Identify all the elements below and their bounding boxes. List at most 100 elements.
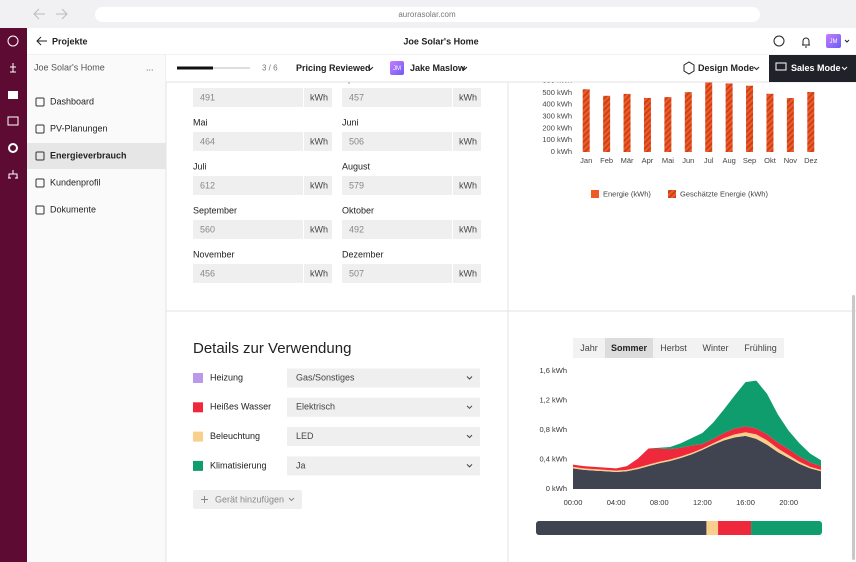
bar xyxy=(623,93,631,152)
tab[interactable]: Sommer xyxy=(611,343,648,353)
tab[interactable]: Jahr xyxy=(580,343,598,353)
nav: Dashboard PV-Planungen Energieverbrauch Kun… xyxy=(27,96,166,215)
input[interactable] xyxy=(342,264,452,283)
y-tick-label: 0 kWh xyxy=(546,484,567,493)
nav-icon xyxy=(35,97,45,107)
user-dropdown[interactable]: Jake Maslow xyxy=(410,63,466,73)
x-tick-label: Okt xyxy=(764,156,777,165)
input-value: 464 xyxy=(200,136,215,146)
input[interactable] xyxy=(193,176,303,195)
input-value: 507 xyxy=(349,268,364,278)
rail-icon[interactable] xyxy=(8,143,18,153)
unit: kWh xyxy=(459,268,477,278)
bar xyxy=(725,83,733,152)
x-tick-label: Aug xyxy=(722,156,735,165)
input[interactable] xyxy=(342,220,452,239)
back-link[interactable]: Projekte xyxy=(52,36,88,46)
rail-icon[interactable] xyxy=(7,116,19,126)
dropdown-value: Ja xyxy=(296,460,306,470)
nav-item[interactable]: PV-Planungen xyxy=(50,123,108,133)
rail-icon[interactable] xyxy=(10,63,16,73)
y-tick-label: 0,8 kWh xyxy=(539,425,567,434)
nav-item[interactable]: Dokumente xyxy=(50,204,96,214)
sales-mode-button[interactable] xyxy=(769,55,856,82)
unit-box xyxy=(453,176,481,195)
input-value: 612 xyxy=(200,180,215,190)
nav-icon xyxy=(35,178,45,188)
back-arrow[interactable] xyxy=(36,36,47,46)
field-label: Mai xyxy=(193,117,208,127)
swatch xyxy=(193,431,203,442)
input-value: 579 xyxy=(349,180,364,190)
x-tick-label: Sep xyxy=(743,156,756,165)
nav-icon xyxy=(35,151,45,161)
design-mode[interactable]: Design Mode xyxy=(698,63,754,73)
sidebar-menu[interactable]: ... xyxy=(146,62,154,72)
area xyxy=(573,426,821,471)
x-tick-label: Mär xyxy=(621,156,634,165)
x-tick-label: Dez xyxy=(804,156,818,165)
chevron xyxy=(753,66,760,71)
nav-icon xyxy=(35,205,45,215)
chevron xyxy=(466,405,473,410)
input[interactable] xyxy=(342,88,452,107)
share-segment xyxy=(751,521,822,535)
nav-item[interactable]: Dashboard xyxy=(50,96,94,106)
y-tick-label: 0 kWh xyxy=(551,147,572,156)
swatch xyxy=(193,402,203,413)
legend-swatch xyxy=(591,190,599,198)
rail-icon[interactable] xyxy=(8,170,18,179)
dropdown-value: LED xyxy=(296,431,314,441)
dropdown[interactable] xyxy=(287,397,480,417)
bar xyxy=(582,89,590,152)
nav-item[interactable]: Kundenprofil xyxy=(50,177,101,187)
input[interactable] xyxy=(342,132,452,151)
sales-mode: Sales Mode xyxy=(791,63,841,73)
back-button[interactable] xyxy=(33,8,45,20)
add-button[interactable] xyxy=(193,490,302,509)
url-bar[interactable] xyxy=(95,7,760,22)
input[interactable] xyxy=(342,176,452,195)
status-dropdown[interactable]: Pricing Reviewed xyxy=(296,63,371,73)
bar xyxy=(746,85,754,152)
chevron xyxy=(844,39,850,43)
dropdown[interactable] xyxy=(287,368,480,388)
area xyxy=(573,380,821,469)
input[interactable] xyxy=(193,132,303,151)
nav-active xyxy=(27,143,166,169)
input[interactable] xyxy=(193,88,303,107)
unit: kWh xyxy=(310,136,328,146)
header xyxy=(27,28,856,55)
tab[interactable]: Frühling xyxy=(744,343,777,353)
input[interactable] xyxy=(193,264,303,283)
help-icon[interactable] xyxy=(773,35,785,47)
bell-icon[interactable] xyxy=(802,37,810,48)
input-value: 457 xyxy=(349,92,364,102)
tab[interactable]: Winter xyxy=(702,343,728,353)
y-tick-label: 100 kWh xyxy=(542,135,572,144)
chevron xyxy=(466,434,473,439)
row-label: Beleuchtung xyxy=(210,431,260,441)
input-value: 456 xyxy=(200,268,215,278)
input[interactable] xyxy=(193,220,303,239)
dropdown[interactable] xyxy=(287,427,480,447)
rail-icon[interactable] xyxy=(8,91,18,99)
progress-fill xyxy=(177,66,213,70)
x-tick-label: Jan xyxy=(580,156,592,165)
avatar[interactable] xyxy=(826,34,841,48)
y-tick-label: 500 kWh xyxy=(542,88,572,97)
y-tick-label: 300 kWh xyxy=(542,111,572,120)
row-label: Heißes Wasser xyxy=(210,402,271,412)
nav-icon xyxy=(35,124,45,134)
dropdown[interactable] xyxy=(287,456,480,476)
nav-item[interactable]: Energieverbrauch xyxy=(50,150,127,160)
x-tick-label: 08:00 xyxy=(650,498,669,507)
x-tick-label: Apr xyxy=(642,156,654,165)
tab[interactable]: Herbst xyxy=(660,343,687,353)
sidebar xyxy=(27,55,166,562)
forward-button[interactable] xyxy=(56,8,68,20)
unit: kWh xyxy=(310,180,328,190)
toolbar xyxy=(166,55,856,82)
y-tick-label: 1,6 kWh xyxy=(539,366,567,375)
